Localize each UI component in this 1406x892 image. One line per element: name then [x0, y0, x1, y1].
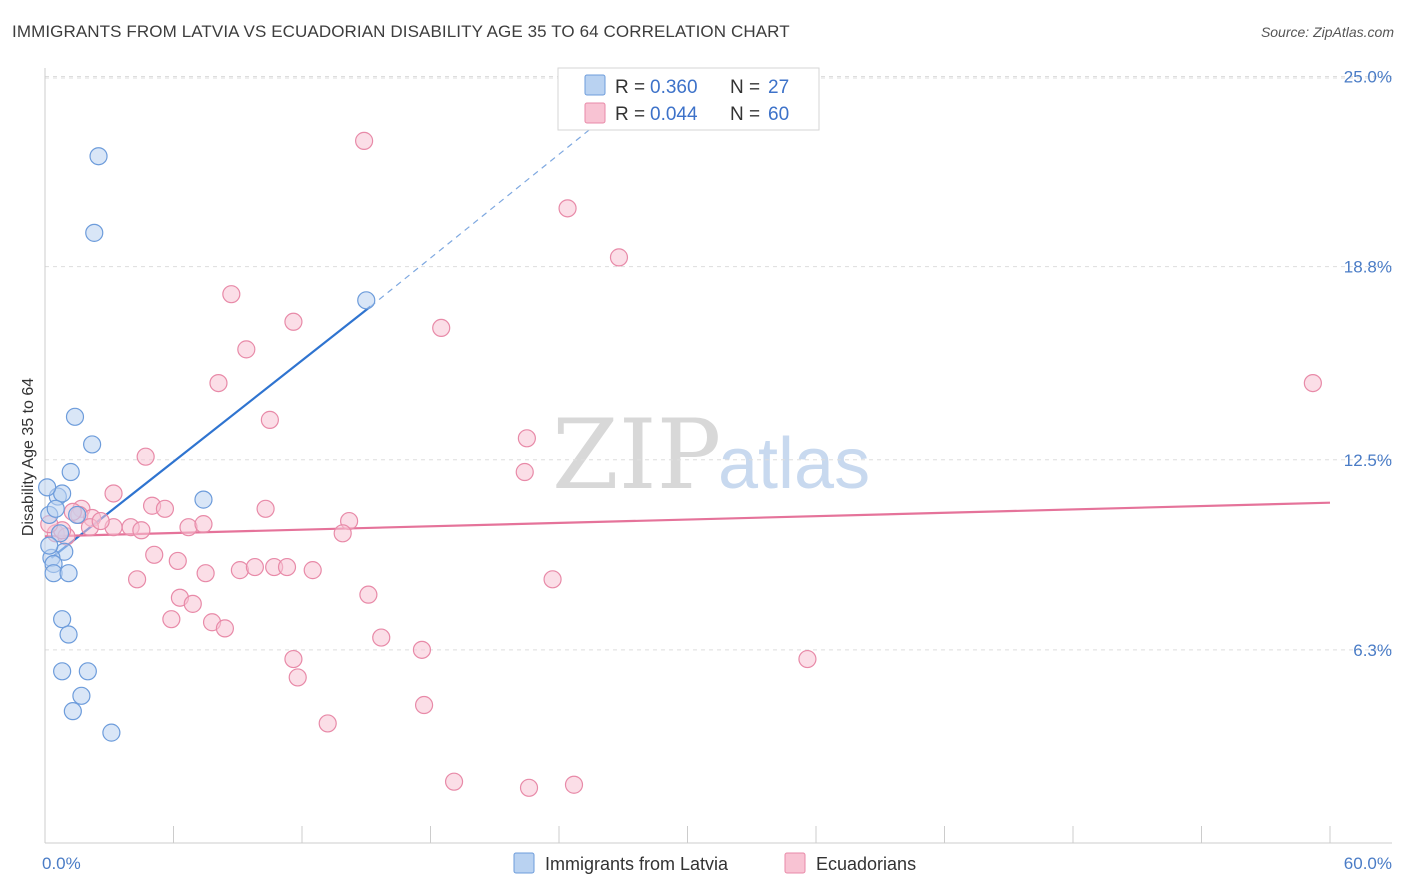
point-latvia — [83, 435, 102, 454]
point-latvia — [59, 564, 78, 583]
y-tick-labels: 6.3% 12.5% 18.8% 25.0% — [1344, 68, 1392, 660]
point-latvia — [72, 686, 91, 705]
watermark-zip: ZIP — [552, 399, 721, 511]
point-ecuadorians — [155, 499, 175, 518]
point-ecuadorians — [564, 775, 584, 794]
bottom-legend-swatch-ecuadorians — [784, 852, 806, 874]
legend-swatch-latvia — [584, 74, 606, 96]
point-ecuadorians — [245, 557, 264, 577]
point-latvia — [89, 147, 108, 166]
trend-line-ecuadorians — [44, 501, 1331, 538]
point-ecuadorians — [1303, 374, 1322, 393]
point-ecuadorians — [303, 561, 322, 580]
point-latvia — [59, 625, 78, 644]
point-latvia — [85, 223, 104, 242]
watermark-atlas: atlas — [718, 424, 870, 504]
bottom-legend-swatch-latvia — [513, 852, 535, 874]
point-ecuadorians — [104, 484, 123, 503]
x-tick-label-min: 0.0% — [42, 854, 81, 873]
point-ecuadorians — [260, 410, 279, 429]
point-ecuadorians — [517, 429, 536, 448]
point-latvia — [40, 536, 59, 555]
point-ecuadorians — [222, 285, 241, 304]
point-ecuadorians — [209, 374, 228, 393]
point-latvia — [194, 490, 213, 509]
point-ecuadorians — [798, 649, 817, 669]
y-tick-label: 18.8% — [1344, 258, 1392, 277]
data-points — [38, 131, 1322, 797]
legend-r-value-latvia: 0.360 — [650, 77, 698, 98]
point-ecuadorians — [168, 551, 187, 571]
legend-n-value-ecuadorians: 60 — [768, 104, 789, 125]
point-ecuadorians — [515, 462, 534, 482]
point-ecuadorians — [414, 695, 434, 715]
y-tick-label: 6.3% — [1353, 641, 1392, 660]
point-latvia — [63, 702, 82, 721]
source-label: Source: ZipAtlas.com — [1260, 24, 1394, 40]
legend-r-label-ecuadorians: R = — [615, 104, 645, 125]
point-ecuadorians — [333, 524, 352, 543]
point-ecuadorians — [162, 610, 181, 629]
point-ecuadorians — [136, 447, 155, 466]
point-ecuadorians — [132, 521, 151, 540]
point-latvia — [38, 478, 57, 497]
point-ecuadorians — [288, 668, 307, 687]
point-ecuadorians — [127, 570, 147, 589]
point-ecuadorians — [519, 778, 539, 797]
point-ecuadorians — [277, 557, 297, 577]
point-ecuadorians — [256, 499, 275, 518]
legend-r-value-ecuadorians: 0.044 — [650, 104, 698, 125]
point-ecuadorians — [237, 340, 256, 359]
y-tick-label: 25.0% — [1344, 68, 1392, 87]
point-ecuadorians — [412, 640, 432, 659]
point-latvia — [78, 662, 97, 681]
legend-n-value-latvia: 27 — [768, 77, 789, 98]
stats-legend: R = 0.360 N = 27 R = 0.044 N = 60 — [557, 67, 820, 131]
point-ecuadorians — [194, 515, 213, 534]
legend-n-label-ecuadorians: N = — [730, 104, 760, 125]
point-ecuadorians — [284, 312, 303, 331]
point-ecuadorians — [284, 649, 303, 669]
point-ecuadorians — [432, 318, 451, 338]
y-tick-label: 12.5% — [1344, 451, 1392, 470]
point-ecuadorians — [179, 518, 198, 537]
point-ecuadorians — [444, 772, 464, 791]
axes — [44, 68, 1392, 844]
point-latvia — [68, 505, 87, 525]
point-ecuadorians — [318, 714, 337, 733]
x-tick-label-max: 60.0% — [1344, 854, 1392, 873]
point-ecuadorians — [230, 561, 249, 580]
y-axis-label: Disability Age 35 to 64 — [20, 378, 37, 536]
series-legend: Immigrants from Latvia Ecuadorians — [513, 852, 916, 874]
bottom-legend-label-ecuadorians: Ecuadorians — [816, 854, 916, 874]
point-ecuadorians — [359, 585, 378, 604]
chart-title: IMMIGRANTS FROM LATVIA VS ECUADORIAN DIS… — [12, 22, 790, 41]
point-latvia — [65, 407, 85, 426]
legend-swatch-ecuadorians — [584, 102, 606, 124]
point-ecuadorians — [215, 619, 234, 638]
point-ecuadorians — [196, 564, 215, 583]
legend-r-label-latvia: R = — [615, 77, 645, 98]
legend-n-label-latvia: N = — [730, 77, 760, 98]
point-latvia — [102, 723, 121, 742]
point-latvia — [50, 524, 70, 543]
point-ecuadorians — [355, 131, 374, 150]
point-latvia — [61, 462, 80, 482]
bottom-legend-label-latvia: Immigrants from Latvia — [545, 854, 729, 874]
point-ecuadorians — [372, 628, 391, 647]
point-ecuadorians — [609, 248, 629, 267]
point-latvia — [53, 610, 72, 629]
point-latvia — [53, 662, 72, 681]
point-latvia — [46, 499, 65, 518]
point-ecuadorians — [145, 545, 164, 564]
point-latvia — [357, 291, 376, 310]
point-ecuadorians — [183, 594, 202, 613]
point-ecuadorians — [91, 511, 110, 531]
point-ecuadorians — [543, 570, 562, 589]
point-ecuadorians — [558, 199, 577, 218]
